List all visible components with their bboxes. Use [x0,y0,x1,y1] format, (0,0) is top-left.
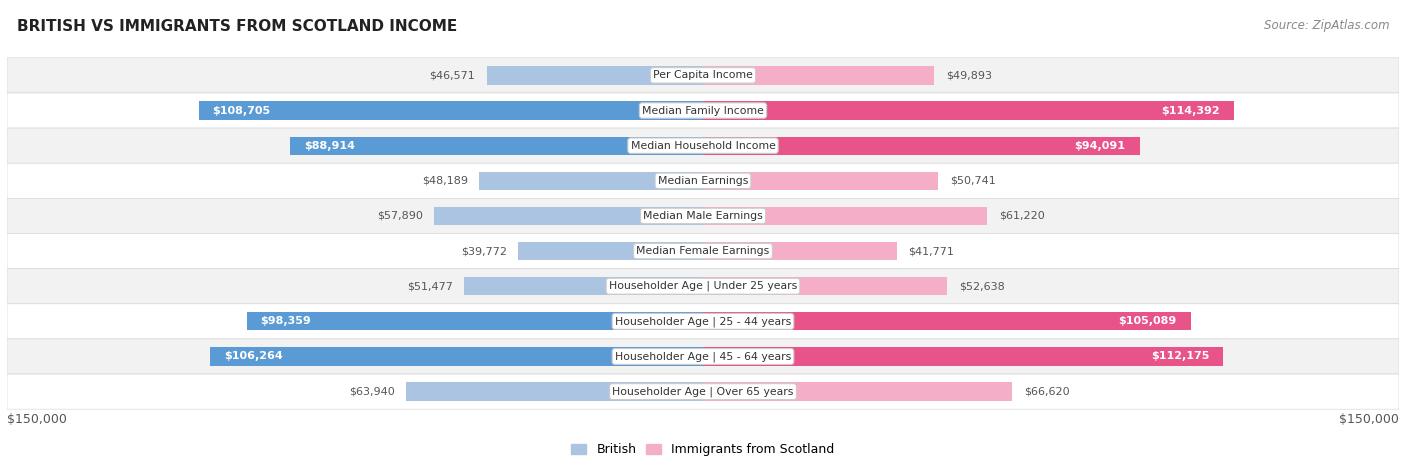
Text: $41,771: $41,771 [908,246,955,256]
Bar [703,66,935,85]
Bar [703,172,938,190]
Text: $48,189: $48,189 [422,176,468,186]
Text: $57,890: $57,890 [377,211,423,221]
Text: $98,359: $98,359 [260,316,311,326]
Bar [703,101,1233,120]
Text: $112,175: $112,175 [1152,352,1209,361]
Bar [291,136,703,155]
Bar [703,207,987,225]
Text: $63,940: $63,940 [349,387,395,396]
Text: Median Earnings: Median Earnings [658,176,748,186]
FancyBboxPatch shape [7,128,1399,163]
Text: $94,091: $94,091 [1074,141,1126,151]
Bar [703,382,1012,401]
Text: $150,000: $150,000 [1339,413,1399,426]
Text: Householder Age | Over 65 years: Householder Age | Over 65 years [612,386,794,397]
Text: $52,638: $52,638 [959,281,1004,291]
Bar [703,277,948,295]
Bar [486,66,703,85]
Bar [479,172,703,190]
Bar [246,312,703,331]
FancyBboxPatch shape [7,93,1399,128]
Text: $66,620: $66,620 [1024,387,1070,396]
Text: $114,392: $114,392 [1161,106,1220,115]
FancyBboxPatch shape [7,374,1399,409]
Bar [209,347,703,366]
FancyBboxPatch shape [7,198,1399,234]
Text: $51,477: $51,477 [406,281,453,291]
Bar [406,382,703,401]
FancyBboxPatch shape [7,58,1399,93]
FancyBboxPatch shape [7,234,1399,269]
FancyBboxPatch shape [7,163,1399,198]
FancyBboxPatch shape [7,304,1399,339]
Text: $150,000: $150,000 [7,413,67,426]
Text: $108,705: $108,705 [212,106,271,115]
FancyBboxPatch shape [7,339,1399,374]
Bar [703,347,1223,366]
Bar [703,136,1140,155]
Bar [703,242,897,260]
Text: Median Male Earnings: Median Male Earnings [643,211,763,221]
Text: Median Household Income: Median Household Income [630,141,776,151]
Legend: British, Immigrants from Scotland: British, Immigrants from Scotland [567,439,839,461]
Text: $49,893: $49,893 [946,71,993,80]
Text: $39,772: $39,772 [461,246,508,256]
Text: Per Capita Income: Per Capita Income [652,71,754,80]
Text: $50,741: $50,741 [950,176,995,186]
Text: BRITISH VS IMMIGRANTS FROM SCOTLAND INCOME: BRITISH VS IMMIGRANTS FROM SCOTLAND INCO… [17,19,457,34]
Bar [464,277,703,295]
Text: Median Family Income: Median Family Income [643,106,763,115]
Bar [434,207,703,225]
Bar [519,242,703,260]
Text: Source: ZipAtlas.com: Source: ZipAtlas.com [1264,19,1389,32]
Text: Householder Age | 45 - 64 years: Householder Age | 45 - 64 years [614,351,792,362]
Text: $88,914: $88,914 [304,141,356,151]
Text: $105,089: $105,089 [1118,316,1177,326]
Text: Householder Age | Under 25 years: Householder Age | Under 25 years [609,281,797,291]
FancyBboxPatch shape [7,269,1399,304]
Bar [198,101,703,120]
Text: $46,571: $46,571 [430,71,475,80]
Text: Median Female Earnings: Median Female Earnings [637,246,769,256]
Text: $61,220: $61,220 [998,211,1045,221]
Bar [703,312,1191,331]
Text: $106,264: $106,264 [224,352,283,361]
Text: Householder Age | 25 - 44 years: Householder Age | 25 - 44 years [614,316,792,326]
